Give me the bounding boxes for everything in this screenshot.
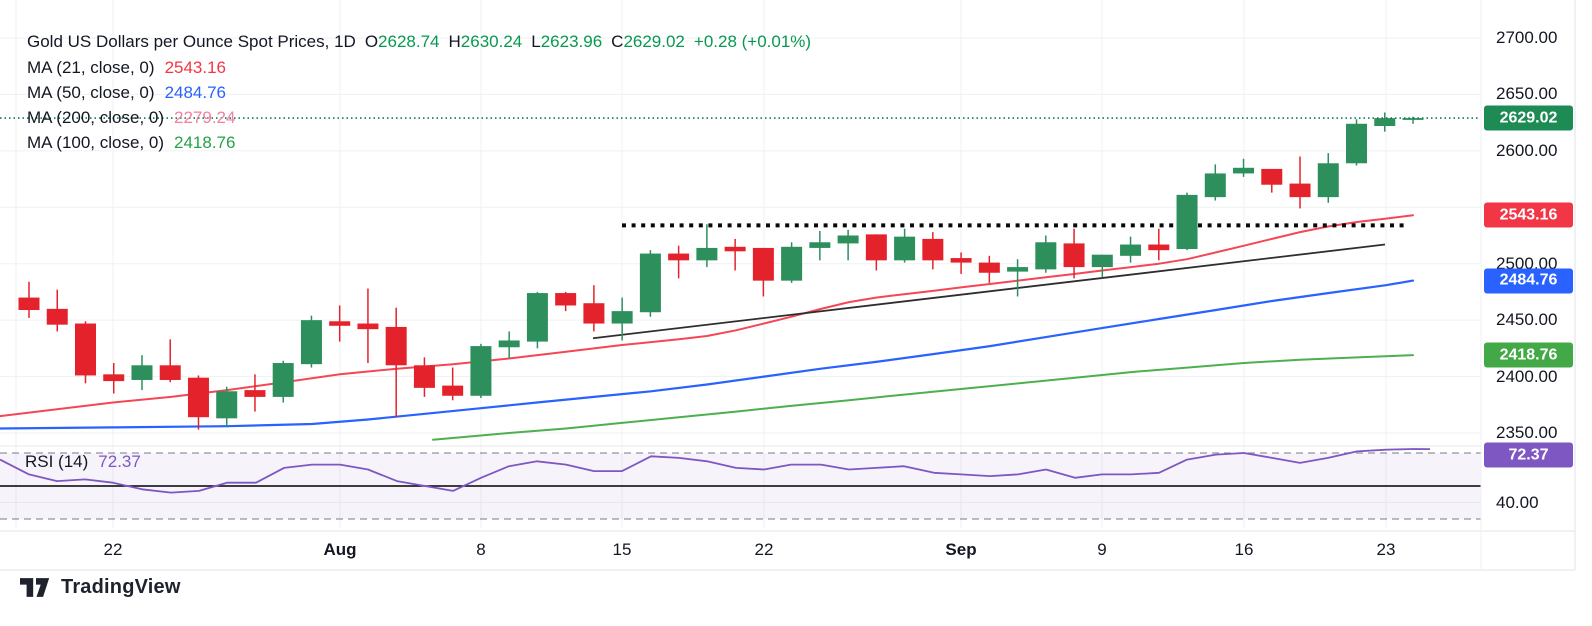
ohlc-open: O 2628.74 (365, 32, 440, 52)
rsi-legend-row[interactable]: RSI (14) 72.37 (25, 452, 141, 472)
time-axis-label: 23 (1376, 540, 1396, 559)
ma50-value: 2484.76 (164, 82, 227, 102)
ma21-value: 2543.16 (164, 57, 227, 77)
candles[interactable] (18, 112, 1424, 430)
ma200-value: 2279.24 (174, 107, 236, 127)
close-value: 2629.02 (623, 31, 685, 51)
ma-line-1 (0, 214, 1414, 418)
symbol-title: Gold US Dollars per Ounce Spot Prices, 1… (27, 31, 356, 51)
tradingview-logo[interactable]: TradingView (20, 576, 181, 599)
high-value: 2630.24 (460, 31, 523, 51)
tradingview-logo-icon (20, 578, 50, 597)
price-axis-label: 2600.00 (1496, 140, 1558, 160)
time-axis-label: 22 (754, 540, 774, 559)
indicator-row-ma50[interactable]: MA (50, close, 0) 2484.76 (27, 80, 811, 105)
trendline[interactable] (592, 243, 1386, 340)
price-badge-72.37: 72.37 (1484, 442, 1573, 468)
ohlc-close: C 2629.02 (611, 32, 685, 52)
time-axis-label: 9 (1097, 540, 1107, 559)
time-axis-label: 15 (612, 540, 632, 559)
close-letter: C (611, 31, 624, 51)
price-axis-label: 2450.00 (1496, 310, 1558, 330)
time-axis-label: 22 (103, 540, 123, 559)
borders (0, 0, 1576, 571)
low-value: 2623.96 (540, 31, 603, 51)
price-badge-2418.76: 2418.76 (1484, 342, 1573, 368)
symbol-legend-row[interactable]: Gold US Dollars per Ounce Spot Prices, 1… (27, 28, 811, 55)
price-axis-label: 2500.00 (1496, 253, 1558, 273)
ohlc-low: L 2623.96 (531, 32, 602, 52)
gridlines (0, 0, 1481, 528)
price-axis-label: 2350.00 (1496, 423, 1558, 442)
ohlc-high: H 2630.24 (449, 32, 523, 52)
indicator-row-ma200[interactable]: MA (200, close, 0) 2279.24 (27, 105, 811, 130)
ma-line-2 (0, 279, 1415, 430)
change-value: +0.28 (+0.01%) (693, 31, 812, 51)
low-letter: L (531, 31, 541, 51)
price-badge-2543.16: 2543.16 (1484, 202, 1573, 228)
rsi-value: 72.37 (98, 452, 141, 471)
price-badge-2629.02: 2629.02 (1484, 105, 1573, 131)
time-axis-label: 8 (476, 540, 486, 559)
high-letter: H (448, 31, 461, 51)
indicator-row-ma100[interactable]: MA (100, close, 0) 2418.76 (27, 130, 811, 155)
indicator-row-ma21[interactable]: MA (21, close, 0) 2543.16 (27, 55, 811, 80)
time-axis-label: 16 (1234, 540, 1254, 559)
ma-line-3 (432, 354, 1414, 441)
ma200-label: MA (200, close, 0) (27, 107, 165, 127)
price-badge-2484.76: 2484.76 (1484, 268, 1573, 294)
rsi-band (0, 452, 1481, 520)
ma21-label: MA (21, close, 0) (27, 57, 155, 77)
ma100-value: 2418.76 (174, 132, 236, 152)
price-axis-label: 2700.00 (1496, 28, 1558, 47)
price-axis-label: 2650.00 (1496, 84, 1558, 104)
open-letter: O (364, 31, 379, 51)
time-axis-label: Aug (323, 540, 357, 559)
time-axis-label: Sep (945, 540, 977, 559)
chart-legend: Gold US Dollars per Ounce Spot Prices, 1… (27, 28, 811, 155)
tradingview-logo-text: TradingView (61, 576, 181, 598)
price-axis-label: 2400.00 (1496, 366, 1558, 386)
rsi-label: RSI (14) (25, 452, 89, 471)
rsi-line (0, 448, 1431, 494)
price-axis-label: 40.00 (1496, 492, 1539, 512)
ma100-label: MA (100, close, 0) (27, 132, 165, 152)
open-value: 2628.74 (378, 31, 440, 51)
ma50-label: MA (50, close, 0) (27, 82, 155, 102)
